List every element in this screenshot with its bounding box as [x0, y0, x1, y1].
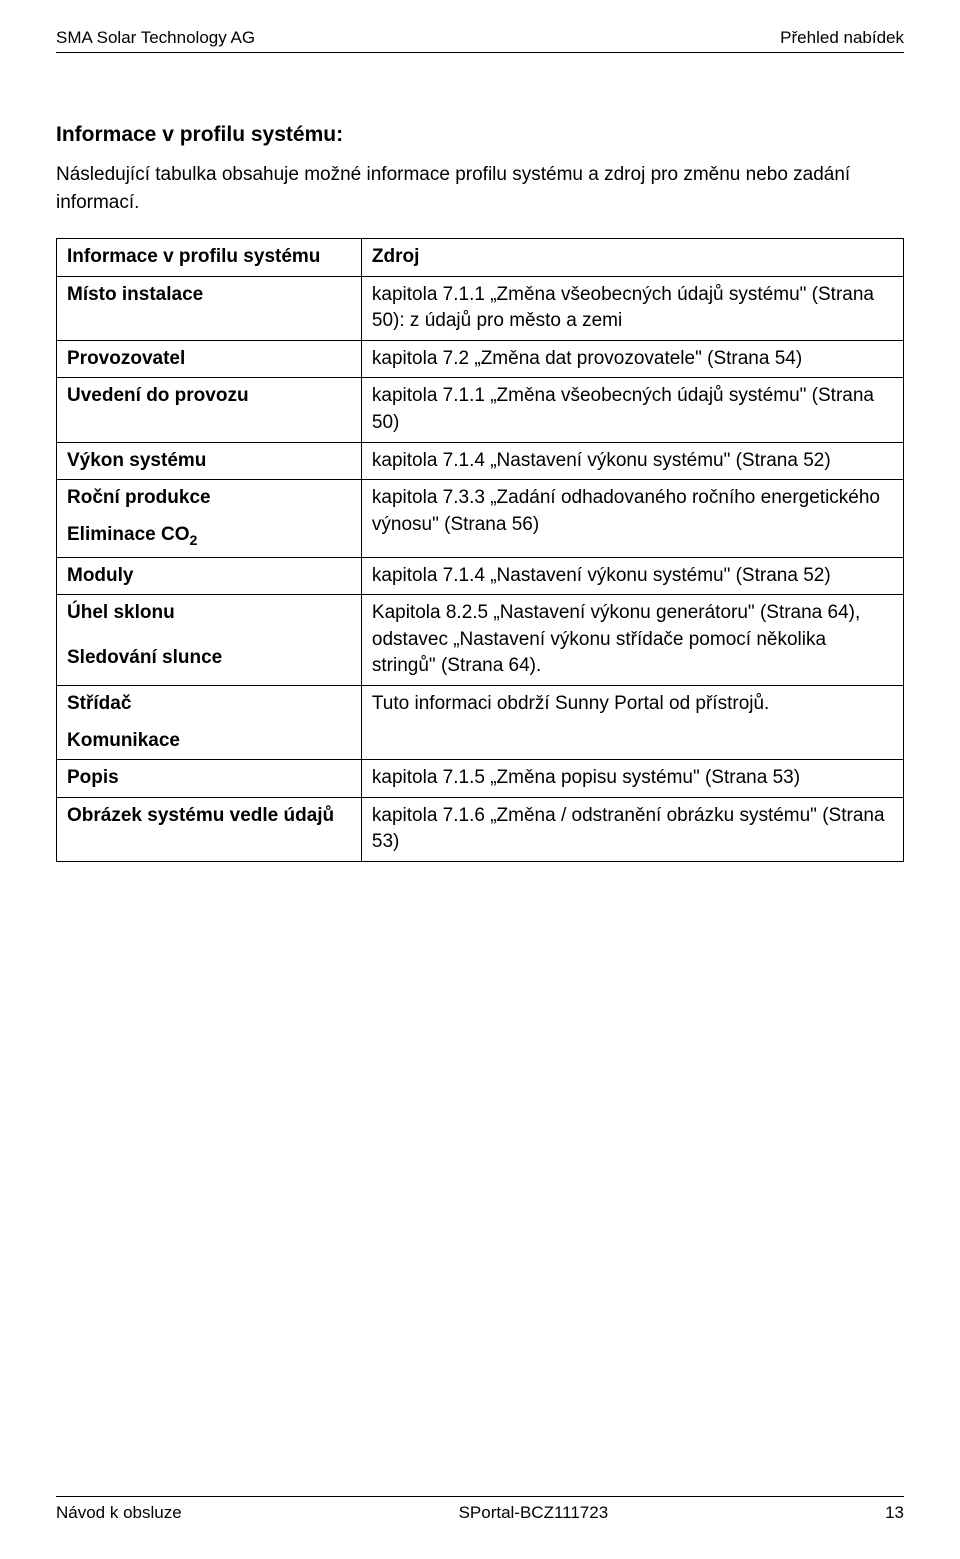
row-label: Roční produkce [57, 480, 362, 517]
row-value: kapitola 7.3.3 „Zadání odhadovaného ročn… [361, 480, 903, 557]
table-row: Obrázek systému vedle údajů kapitola 7.1… [57, 797, 904, 861]
table-row: Úhel sklonu Kapitola 8.2.5 „Nastavení vý… [57, 595, 904, 640]
section-heading: Informace v profilu systému: [56, 123, 904, 147]
row-value: kapitola 7.1.1 „Změna všeobecných údajů … [361, 276, 903, 340]
table-row: Výkon systému kapitola 7.1.4 „Nastavení … [57, 442, 904, 480]
page-header: SMA Solar Technology AG Přehled nabídek [56, 28, 904, 53]
col-header-info: Informace v profilu systému [57, 239, 362, 277]
table-row: Provozovatel kapitola 7.2 „Změna dat pro… [57, 340, 904, 378]
row-label: Úhel sklonu [57, 595, 362, 640]
row-value: kapitola 7.1.1 „Změna všeobecných údajů … [361, 378, 903, 442]
system-info-table: Informace v profilu systému Zdroj Místo … [56, 238, 904, 862]
table-row: Roční produkce kapitola 7.3.3 „Zadání od… [57, 480, 904, 517]
table-row: Místo instalace kapitola 7.1.1 „Změna vš… [57, 276, 904, 340]
footer-center: SPortal-BCZ111723 [182, 1503, 885, 1523]
row-label: Popis [57, 760, 362, 798]
header-right: Přehled nabídek [780, 28, 904, 48]
row-value: Tuto informaci obdrží Sunny Portal od př… [361, 685, 903, 759]
row-value: kapitola 7.1.6 „Změna / odstranění obráz… [361, 797, 903, 861]
row-label: Komunikace [57, 723, 362, 760]
row-label: Obrázek systému vedle údajů [57, 797, 362, 861]
row-label: Uvedení do provozu [57, 378, 362, 442]
col-header-source: Zdroj [361, 239, 903, 277]
row-label: Moduly [57, 557, 362, 595]
table-row: Uvedení do provozu kapitola 7.1.1 „Změna… [57, 378, 904, 442]
row-label: Provozovatel [57, 340, 362, 378]
row-value: kapitola 7.1.4 „Nastavení výkonu systému… [361, 557, 903, 595]
footer-right: 13 [885, 1503, 904, 1523]
table-header-row: Informace v profilu systému Zdroj [57, 239, 904, 277]
row-value: kapitola 7.2 „Změna dat provozovatele" (… [361, 340, 903, 378]
page: SMA Solar Technology AG Přehled nabídek … [0, 0, 960, 1559]
table-row: Střídač Tuto informaci obdrží Sunny Port… [57, 685, 904, 722]
row-label-sub: 2 [190, 533, 198, 549]
table-row: Popis kapitola 7.1.5 „Změna popisu systé… [57, 760, 904, 798]
row-label: Sledování slunce [57, 640, 362, 685]
row-label-text: Eliminace CO [67, 524, 190, 545]
row-label: Střídač [57, 685, 362, 722]
row-label: Místo instalace [57, 276, 362, 340]
row-value: kapitola 7.1.5 „Změna popisu systému" (S… [361, 760, 903, 798]
header-left: SMA Solar Technology AG [56, 28, 255, 48]
footer-left: Návod k obsluze [56, 1503, 182, 1523]
table-row: Moduly kapitola 7.1.4 „Nastavení výkonu … [57, 557, 904, 595]
row-label: Eliminace CO2 [57, 517, 362, 557]
section-intro: Následující tabulka obsahuje možné infor… [56, 161, 904, 216]
row-value: Kapitola 8.2.5 „Nastavení výkonu generát… [361, 595, 903, 686]
row-value: kapitola 7.1.4 „Nastavení výkonu systému… [361, 442, 903, 480]
page-footer: Návod k obsluze SPortal-BCZ111723 13 [56, 1496, 904, 1523]
row-label: Výkon systému [57, 442, 362, 480]
